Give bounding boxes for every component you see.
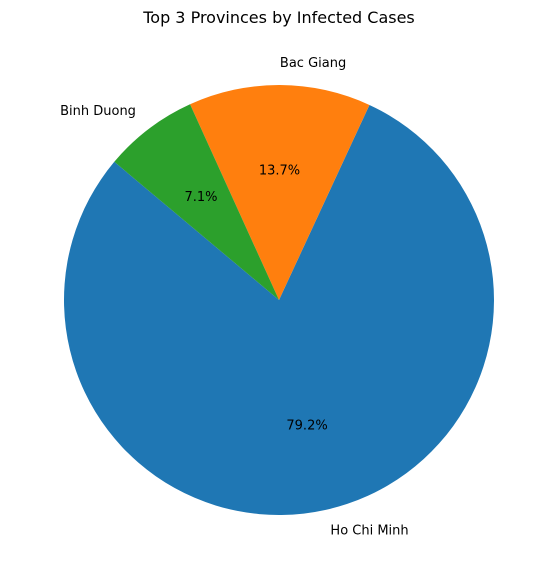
pie-slice-ho-chi-minh [64, 104, 495, 515]
slice-label-bac-giang: Bac Giang [280, 56, 346, 71]
pie-slice-binh-duong [114, 104, 279, 300]
slice-label-binh-duong: Binh Duong [60, 104, 136, 119]
pie-slices [64, 85, 495, 515]
slice-percent-binh-duong: 7.1% [184, 190, 217, 205]
pie-slice-bac-giang [190, 85, 370, 300]
pie-labels: Ho Chi Minh 79.2% Bac Giang 13.7% Binh Duong… [60, 56, 409, 538]
slice-percent-bac-giang: 13.7% [259, 164, 300, 179]
slice-label-ho-chi-minh: Ho Chi Minh [330, 523, 408, 538]
chart-title: Top 3 Provinces by Infected Cases [142, 8, 415, 27]
slice-percent-ho-chi-minh: 79.2% [286, 418, 327, 433]
